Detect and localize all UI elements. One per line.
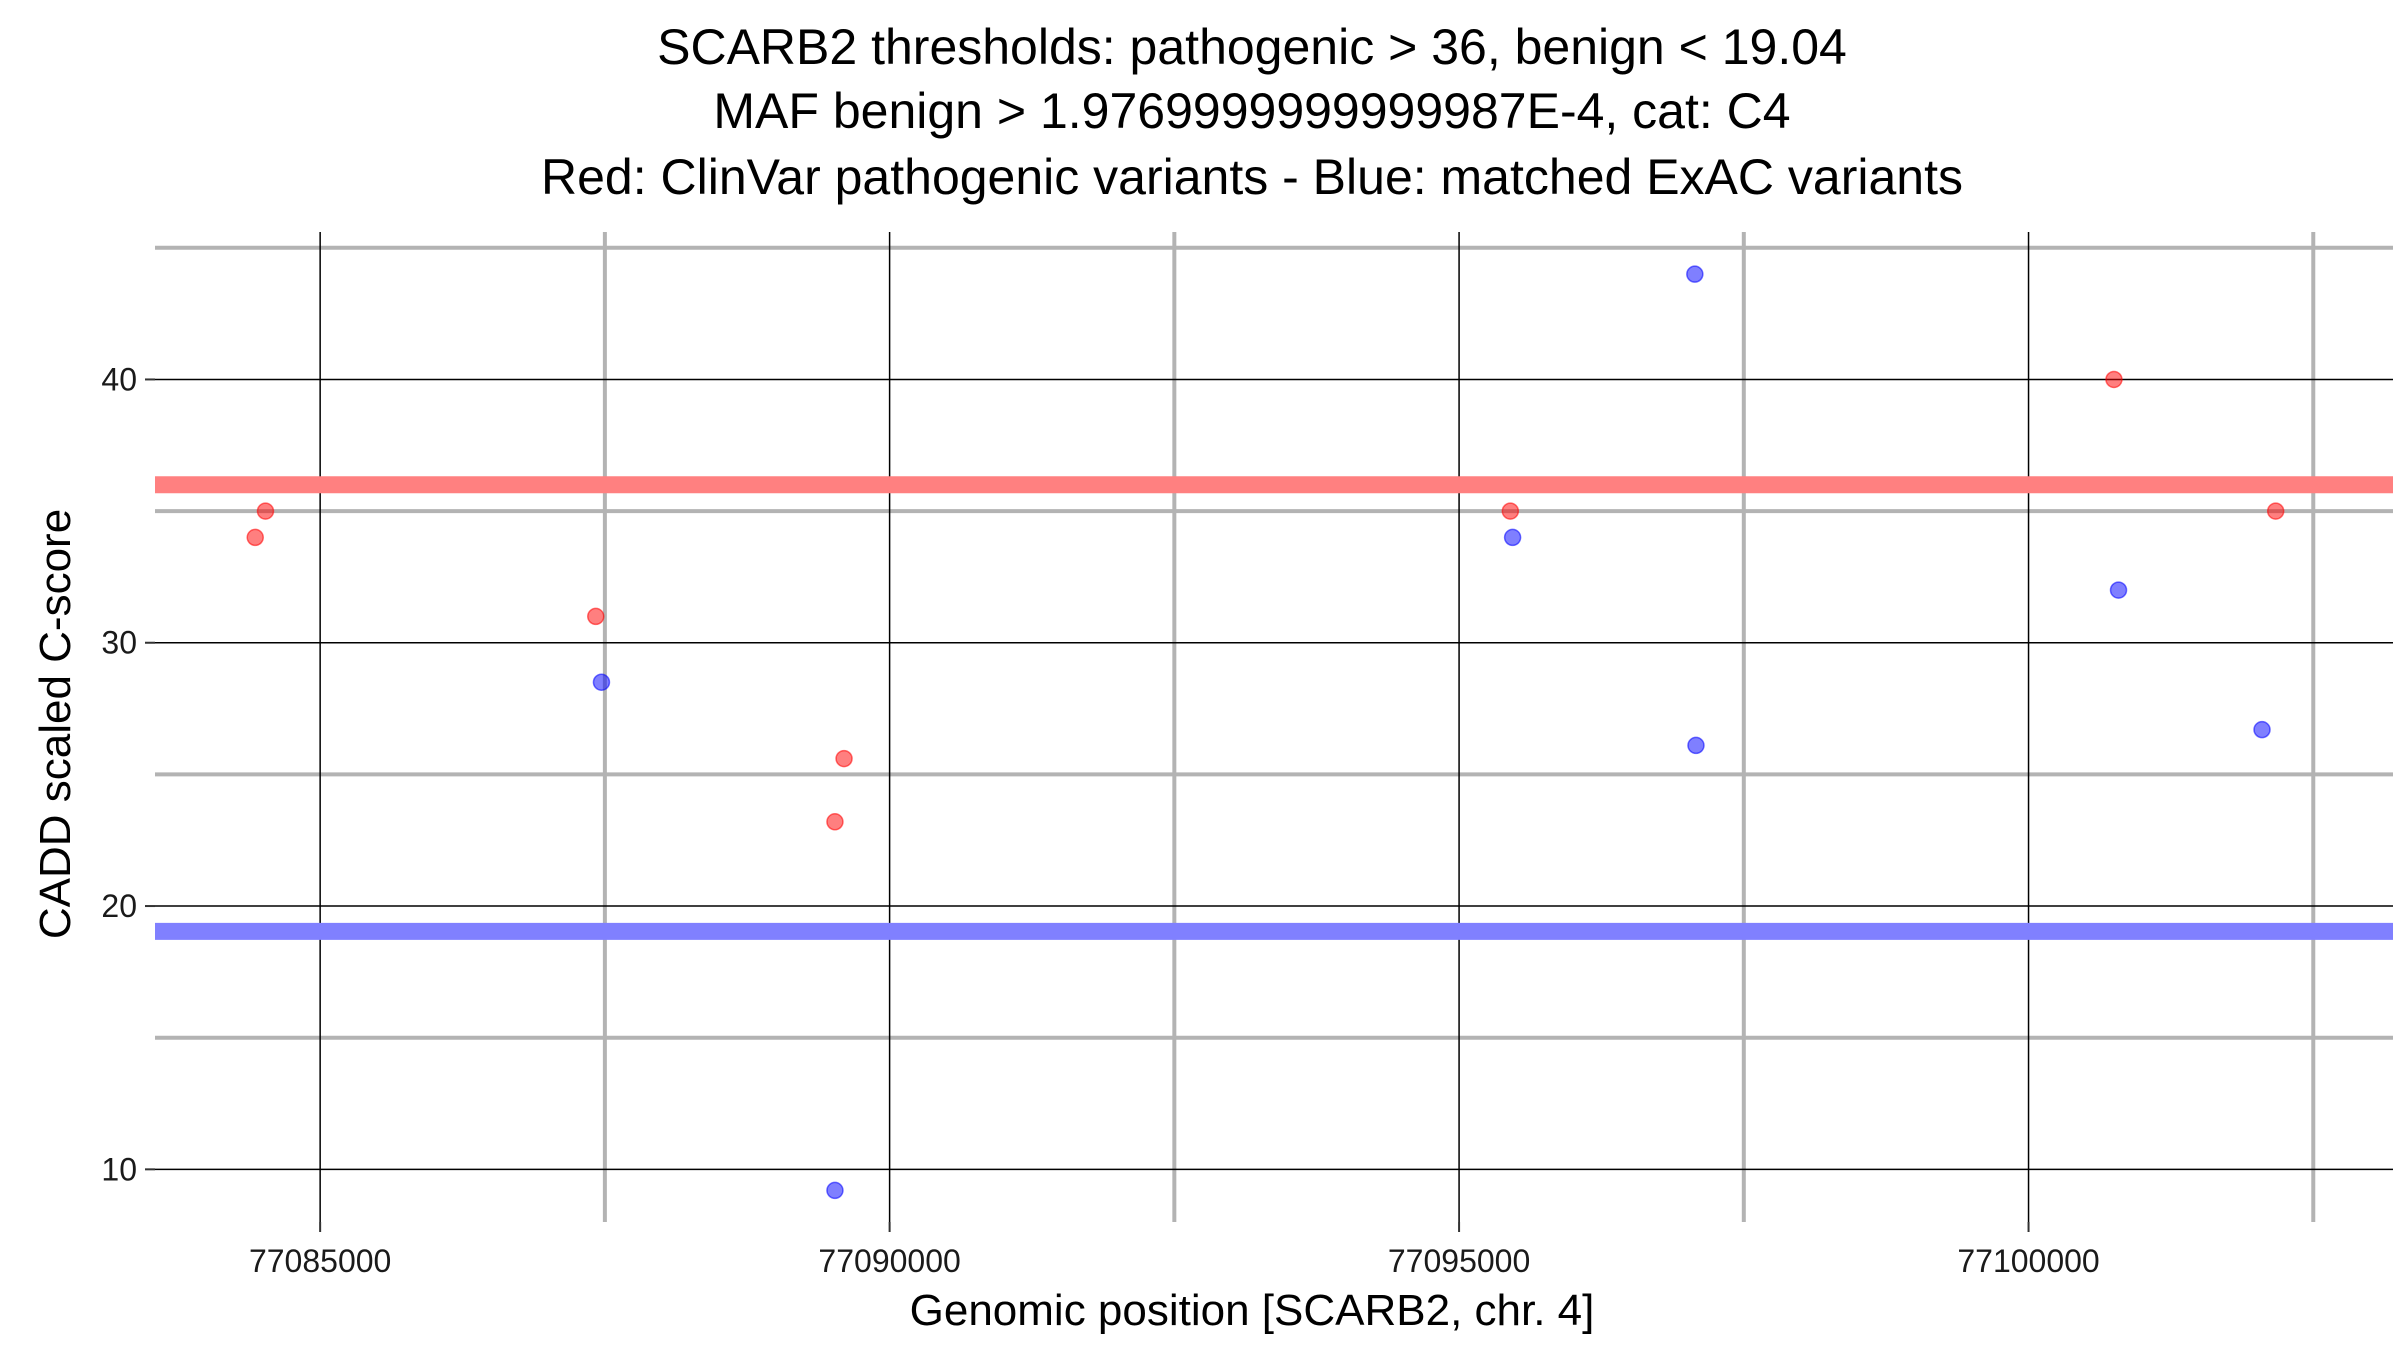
exac-point	[2253, 720, 2271, 739]
x-tick-label: 77085000	[249, 1243, 391, 1279]
x-axis-title: Genomic position [SCARB2, chr. 4]	[910, 1286, 1595, 1335]
chart-title: SCARB2 thresholds: pathogenic > 36, beni…	[541, 19, 1963, 205]
x-tick-label: 77090000	[818, 1243, 960, 1279]
x-axis-ticks: 77085000 77090000 77095000 77100000	[249, 1222, 2100, 1279]
y-tick-label: 30	[101, 625, 137, 661]
clinvar-point	[2266, 502, 2285, 520]
x-tick-label: 77100000	[1957, 1243, 2099, 1279]
threshold-lines	[155, 476, 2393, 940]
clinvar-point	[246, 528, 264, 547]
title-line-3: Red: ClinVar pathogenic variants - Blue:…	[541, 149, 1963, 205]
x-tick-label: 77095000	[1388, 1243, 1530, 1279]
title-line-2: MAF benign > 1.9769999999999987E-4, cat:…	[713, 83, 1790, 139]
y-axis-title: CADD scaled C-score	[31, 509, 80, 939]
exac-point	[826, 1181, 844, 1200]
exac-point	[592, 673, 611, 691]
y-tick-label: 20	[101, 888, 137, 924]
y-axis-ticks: 10 20 30 40	[101, 361, 155, 1187]
exac-point	[1687, 736, 1705, 755]
exac-point	[2109, 581, 2128, 599]
clinvar-point	[1501, 502, 1520, 520]
exac-point	[1503, 528, 1522, 547]
data-points	[246, 265, 2285, 1200]
clinvar-point	[826, 813, 844, 831]
clinvar-point	[587, 607, 605, 626]
clinvar-point	[835, 749, 853, 768]
y-tick-label: 40	[101, 361, 137, 397]
title-line-1: SCARB2 thresholds: pathogenic > 36, beni…	[657, 19, 1847, 75]
y-tick-label: 10	[101, 1151, 137, 1187]
clinvar-point	[2105, 370, 2123, 389]
minor-grid	[155, 232, 2393, 1222]
exac-point	[1686, 265, 1704, 283]
major-grid	[155, 232, 2393, 1222]
clinvar-point	[256, 502, 275, 520]
